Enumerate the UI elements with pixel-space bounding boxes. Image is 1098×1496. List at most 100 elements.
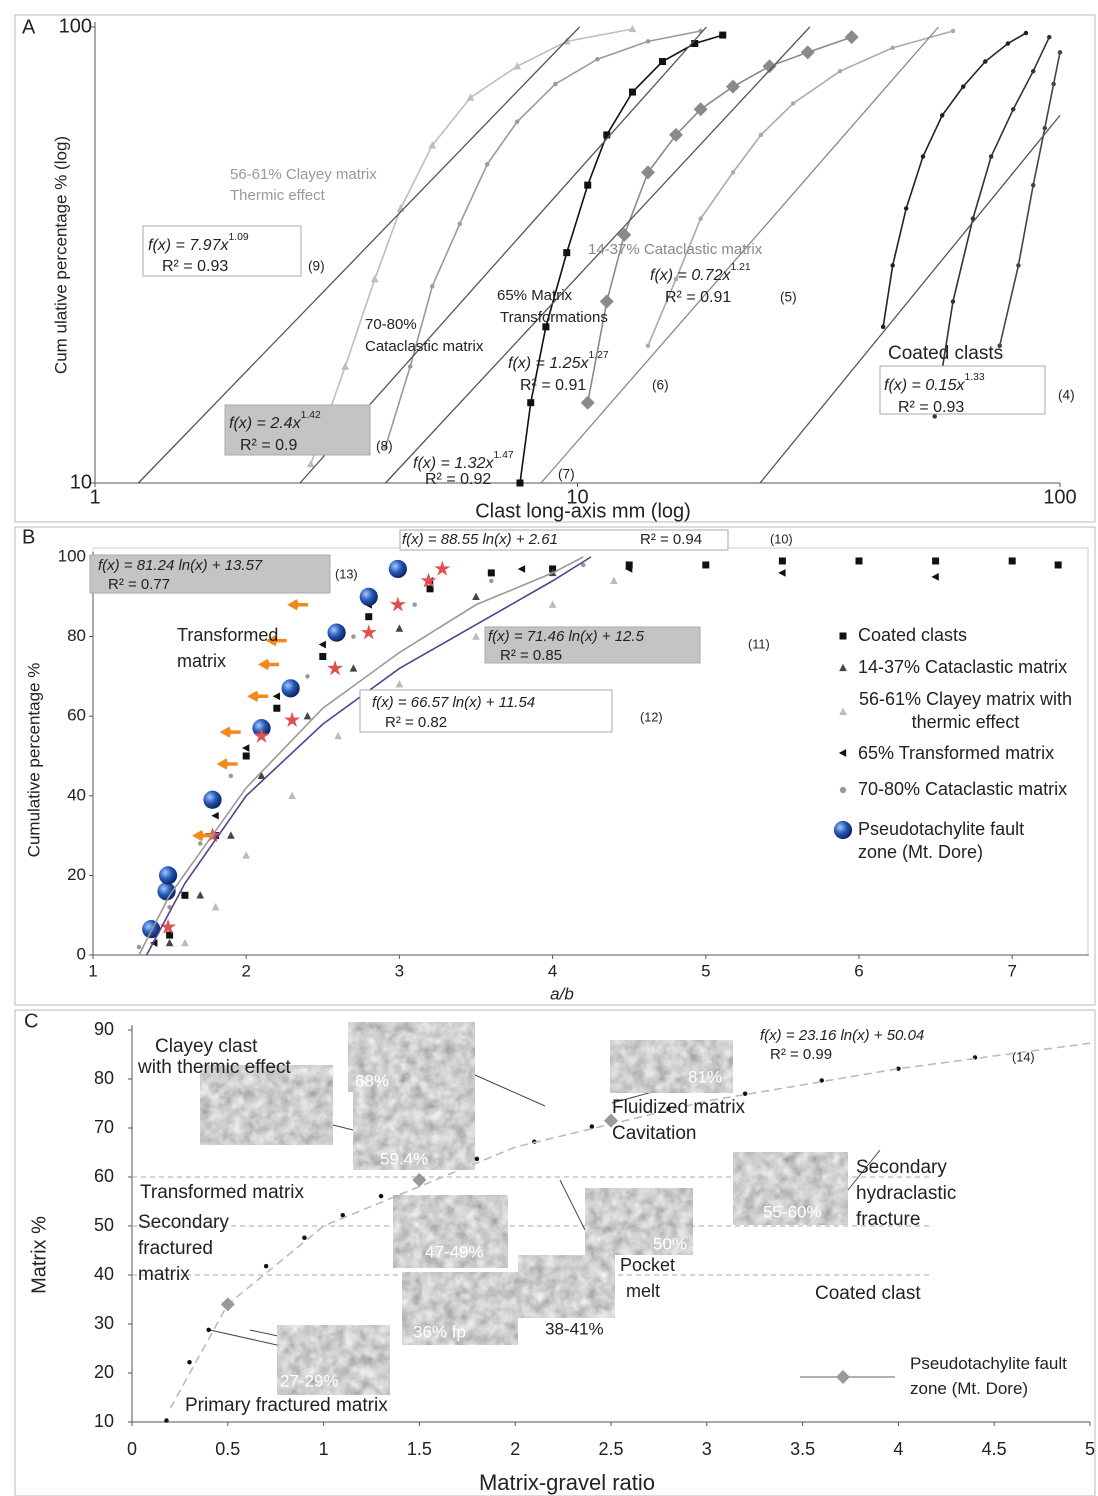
equation-exponent: 1.42 bbox=[301, 410, 321, 421]
marker bbox=[206, 1327, 211, 1333]
marker bbox=[181, 938, 189, 947]
marker bbox=[211, 903, 220, 911]
equation-text: f(x) = 23.16 ln(x) + 50.04 bbox=[760, 1027, 924, 1044]
equation: f(x) = 1.32x1.47 bbox=[413, 450, 514, 472]
marker bbox=[327, 660, 344, 676]
marker bbox=[932, 414, 937, 419]
equation: f(x) = 7.97x1.09 bbox=[148, 232, 249, 254]
marker bbox=[890, 45, 895, 51]
y-tick-label: 60 bbox=[67, 706, 86, 725]
marker bbox=[610, 576, 618, 585]
marker bbox=[903, 206, 909, 211]
marker bbox=[730, 170, 736, 175]
connector bbox=[559, 1179, 586, 1231]
x-axis-label: Clast long-axis mm (log) bbox=[475, 500, 691, 522]
panel-letter: A bbox=[22, 16, 36, 38]
marker bbox=[349, 664, 358, 672]
annotation: Transformed matrix bbox=[140, 1182, 304, 1203]
annotation: 56-61% Clayey matrix bbox=[230, 166, 377, 183]
equation-id: (12) bbox=[640, 709, 663, 724]
micrograph-label: 55-60% bbox=[763, 1202, 822, 1221]
marker bbox=[628, 88, 636, 96]
legend-label: Pseudotachylite fault zone (Mt. Dore) bbox=[910, 1354, 1067, 1398]
marker bbox=[514, 119, 520, 124]
marker bbox=[487, 569, 495, 577]
equation-r2: R² = 0.94 bbox=[640, 531, 702, 548]
equation-exponent: 1.27 bbox=[588, 350, 608, 361]
marker bbox=[758, 132, 764, 138]
marker bbox=[257, 658, 279, 671]
marker bbox=[1023, 30, 1029, 36]
marker bbox=[242, 851, 251, 859]
marker bbox=[517, 565, 526, 573]
marker bbox=[855, 557, 863, 565]
marker bbox=[334, 731, 342, 740]
x-tick-label: 0.5 bbox=[215, 1439, 240, 1459]
x-tick-label: 3 bbox=[702, 1439, 712, 1459]
x-tick-label: 10 bbox=[566, 486, 588, 508]
x-tick-label: 3.5 bbox=[790, 1439, 815, 1459]
marker bbox=[673, 276, 679, 282]
marker bbox=[580, 395, 595, 410]
connector bbox=[332, 1124, 354, 1131]
annotation: Coated clasts bbox=[888, 343, 1003, 364]
marker bbox=[839, 663, 847, 672]
annotation: matrix bbox=[138, 1264, 190, 1285]
legend-label: 14-37% Cataclastic matrix bbox=[858, 657, 1068, 677]
annotation: 70-80% bbox=[365, 316, 417, 333]
marker bbox=[472, 632, 480, 640]
marker bbox=[617, 227, 632, 242]
micrograph bbox=[402, 1272, 518, 1345]
micrograph-label: 81% bbox=[688, 1067, 722, 1086]
marker bbox=[513, 62, 522, 70]
equation-exponent: 1.09 bbox=[228, 232, 248, 243]
annotation: Secondary bbox=[856, 1157, 947, 1178]
equation-id: (4) bbox=[1058, 388, 1075, 403]
equation-text: f(x) = 0.72x bbox=[650, 267, 731, 284]
equation: f(x) = 1.25x1.27 bbox=[508, 350, 609, 372]
marker bbox=[1016, 263, 1021, 268]
x-tick-label: 1 bbox=[89, 486, 100, 508]
marker bbox=[228, 773, 234, 779]
marker bbox=[836, 1370, 850, 1384]
equation: f(x) = 0.15x1.33 bbox=[884, 372, 985, 394]
panel-letter: C bbox=[24, 1010, 38, 1032]
equation-exponent: 1.33 bbox=[964, 372, 984, 383]
equation: f(x) = 88.55 ln(x) + 2.61 bbox=[402, 531, 558, 548]
marker bbox=[457, 221, 462, 227]
marker bbox=[950, 28, 956, 34]
marker bbox=[359, 587, 378, 606]
marker bbox=[839, 707, 847, 716]
equation: f(x) = 0.72x1.21 bbox=[650, 262, 751, 284]
y-axis-label: Cum ulative percentage % (log) bbox=[51, 136, 70, 374]
panel-frame bbox=[14, 1009, 1096, 1496]
marker bbox=[553, 81, 558, 87]
equation-r2: R² = 0.82 bbox=[385, 714, 447, 731]
marker bbox=[389, 596, 406, 612]
marker bbox=[484, 162, 490, 167]
micrograph-label: 68% bbox=[355, 1071, 389, 1090]
marker bbox=[220, 1297, 235, 1312]
equation-id: (5) bbox=[780, 290, 797, 305]
connector bbox=[474, 1074, 546, 1107]
equation-box bbox=[359, 689, 613, 733]
annotation: Cataclastic matrix bbox=[365, 338, 484, 355]
annotation: Pocket bbox=[620, 1255, 675, 1275]
equation-id: (9) bbox=[308, 259, 325, 274]
annotation: Primary fractured matrix bbox=[185, 1395, 388, 1416]
marker bbox=[625, 561, 633, 569]
marker bbox=[365, 613, 373, 621]
marker bbox=[136, 944, 142, 950]
y-tick-label: 60 bbox=[94, 1166, 114, 1186]
marker bbox=[645, 343, 651, 348]
marker bbox=[165, 938, 174, 947]
marker bbox=[302, 1235, 307, 1241]
marker bbox=[219, 726, 241, 738]
equation-r2: R² = 0.85 bbox=[500, 647, 562, 664]
annotation: fractured bbox=[138, 1238, 213, 1259]
series-line bbox=[384, 30, 701, 448]
x-axis-label: Matrix-gravel ratio bbox=[479, 1470, 655, 1495]
equation-r2: R² = 0.77 bbox=[108, 576, 170, 593]
marker bbox=[395, 624, 404, 632]
marker bbox=[434, 560, 451, 576]
